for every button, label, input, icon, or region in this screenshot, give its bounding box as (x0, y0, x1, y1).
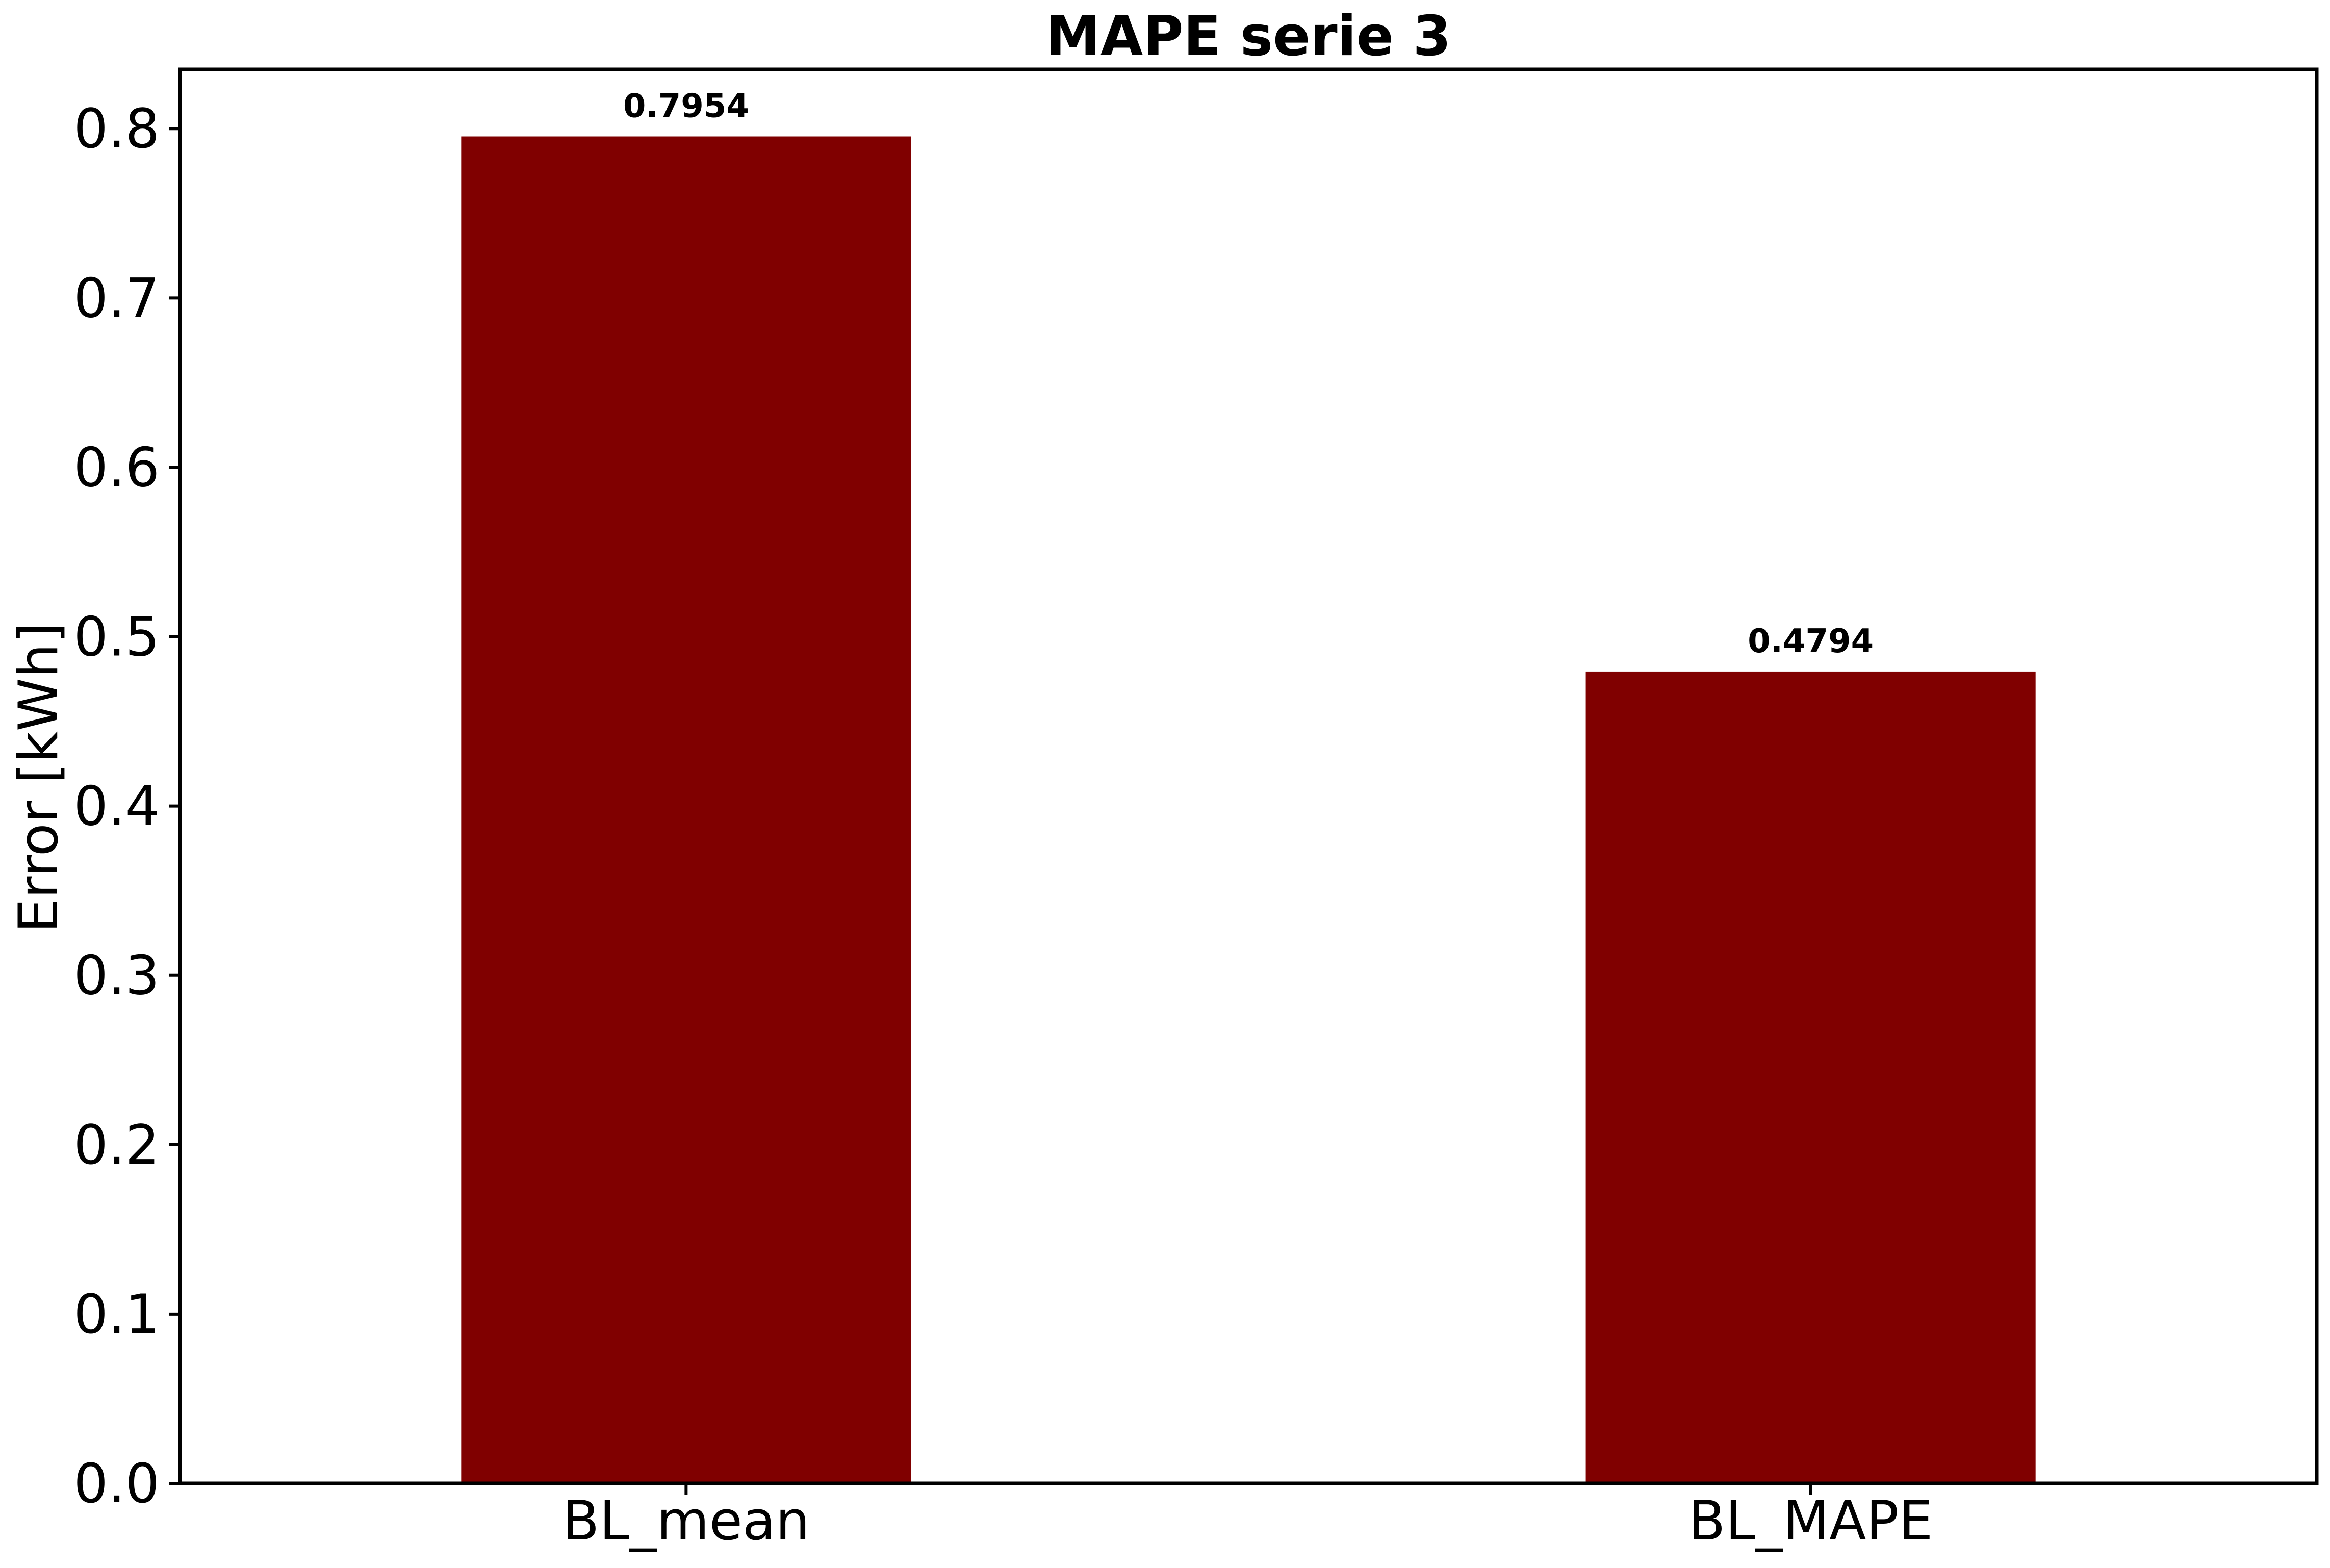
y-tick-label: 0.7 (73, 267, 160, 329)
x-tick-label: BL_mean (562, 1489, 810, 1552)
chart-title: MAPE serie 3 (1045, 5, 1451, 68)
data-label: 0.4794 (1748, 623, 1874, 660)
y-tick-label: 0.0 (73, 1452, 160, 1515)
y-tick-label: 0.3 (73, 944, 160, 1007)
x-tick-label: BL_MAPE (1688, 1489, 1933, 1552)
data-labels-group: 0.7954 0.4794 (623, 88, 1874, 660)
y-axis-ticks: 0.0 0.1 0.2 0.3 0.4 0.5 0.6 0.7 0.8 (73, 97, 180, 1515)
y-tick-label: 0.2 (73, 1114, 160, 1176)
y-tick-label: 0.8 (73, 97, 160, 160)
plot-frame (178, 67, 2319, 1485)
bars-group (461, 136, 2036, 1483)
y-tick-label: 0.4 (73, 775, 160, 838)
y-tick-label: 0.6 (73, 436, 160, 499)
bar-bl-mape (1585, 671, 2036, 1483)
data-label: 0.7954 (623, 88, 749, 125)
y-tick-label: 0.1 (73, 1283, 160, 1346)
y-tick-label: 0.5 (73, 606, 160, 669)
y-axis-label: Error [kWh] (7, 623, 70, 933)
bar-bl-mean (461, 136, 911, 1483)
x-axis-ticks: BL_mean BL_MAPE (562, 1483, 1933, 1552)
